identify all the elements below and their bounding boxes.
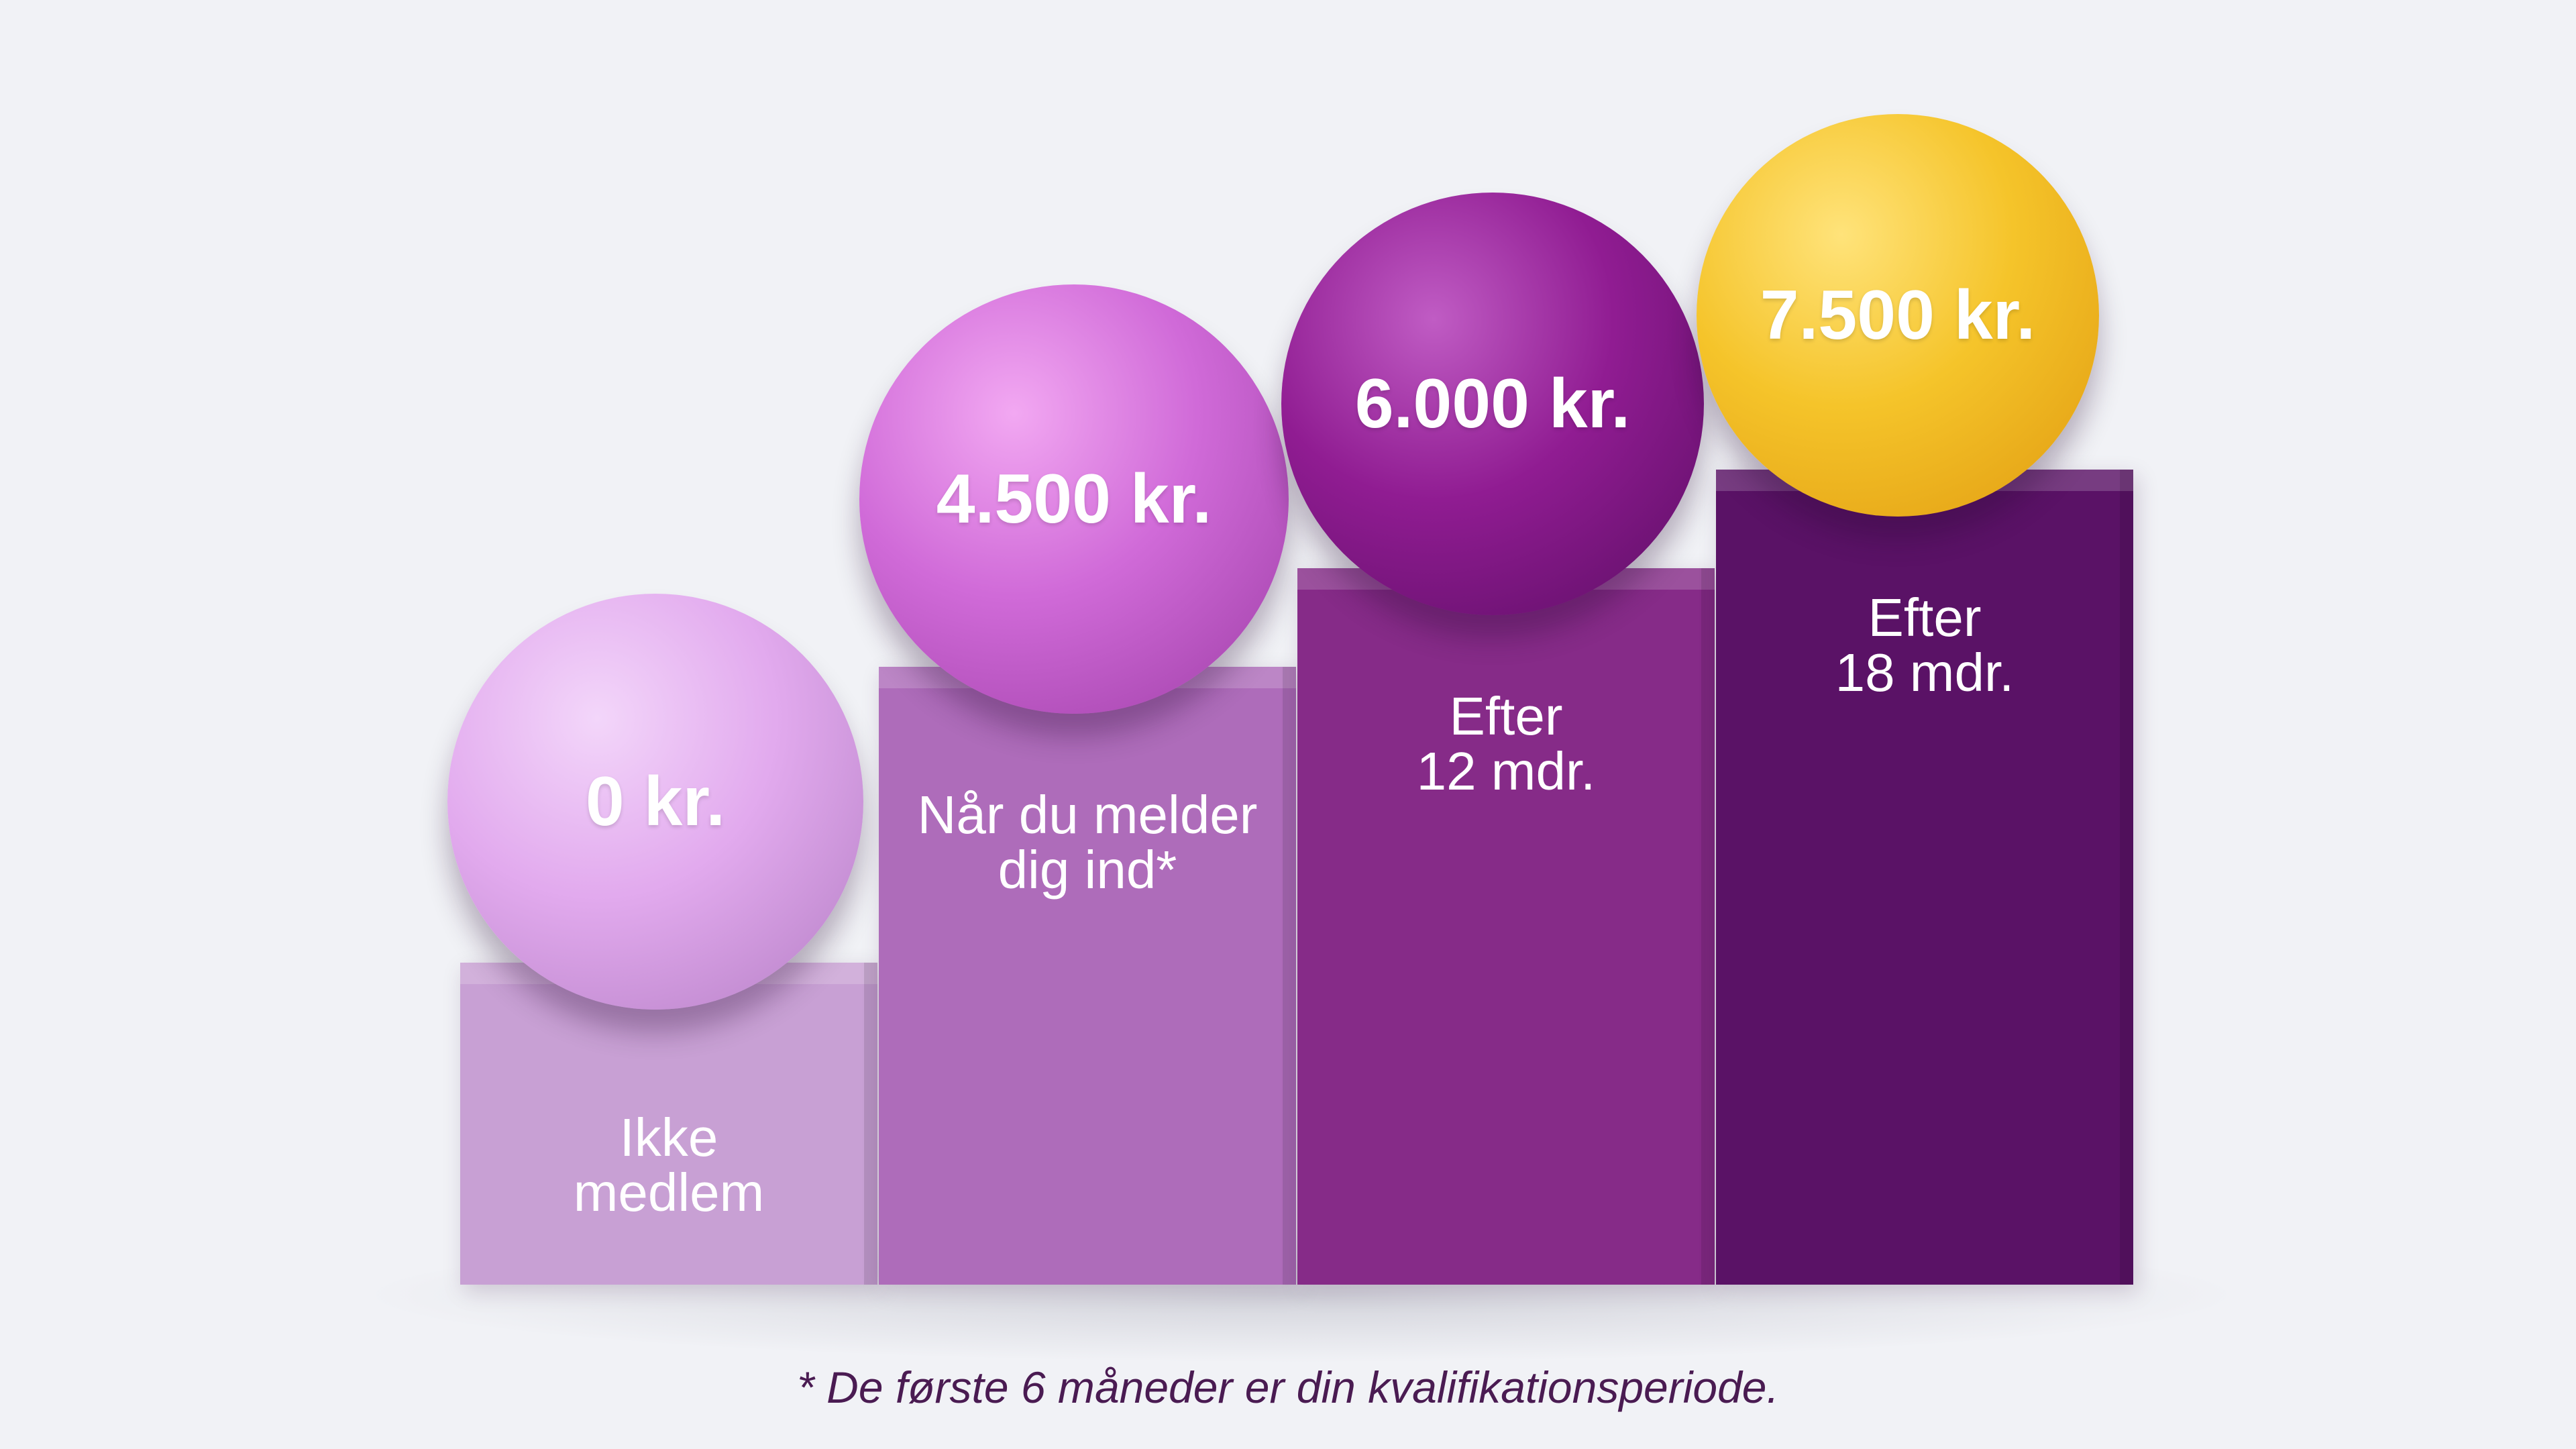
value-label: 7.500 kr. xyxy=(1760,276,2036,354)
value-ball: 4.500 kr. xyxy=(859,284,1289,714)
category-label: Efter 18 mdr. xyxy=(1835,588,2015,702)
value-ball: 6.000 kr. xyxy=(1281,193,1704,615)
category-label: Efter 12 mdr. xyxy=(1416,686,1596,801)
step-block: Ikke medlem xyxy=(460,963,877,1285)
value-ball: 0 kr. xyxy=(447,594,863,1010)
footnote: * De første 6 måneder er din kvalifikati… xyxy=(797,1362,1779,1412)
value-label: 4.500 kr. xyxy=(936,460,1212,538)
value-label: 6.000 kr. xyxy=(1354,364,1631,443)
block-side-face xyxy=(1283,667,1296,1285)
step-block: Efter 12 mdr. xyxy=(1297,568,1715,1285)
value-label: 0 kr. xyxy=(585,762,726,841)
block-side-face xyxy=(864,963,877,1285)
step-block: Når du melder dig ind* xyxy=(879,667,1296,1285)
block-side-face xyxy=(2120,470,2133,1285)
category-label: Når du melder dig ind* xyxy=(917,785,1258,900)
category-label: Ikke medlem xyxy=(573,1108,765,1222)
step-block: Efter 18 mdr. xyxy=(1716,470,2133,1285)
block-side-face xyxy=(1701,568,1715,1285)
value-ball: 7.500 kr. xyxy=(1697,114,2099,517)
